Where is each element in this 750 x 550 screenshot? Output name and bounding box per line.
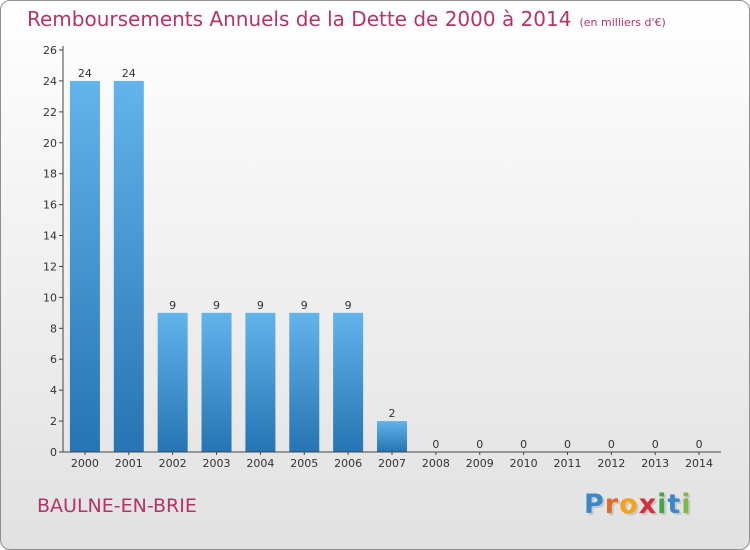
value-label-2005: 9 [301,299,308,312]
y-tick-label-24: 24 [43,75,57,88]
logo-letter-shadow: t [669,491,684,522]
bar-2005 [289,312,320,452]
unit-label: (en milliers d'€) [579,16,666,29]
x-tick-label-2011: 2011 [553,457,581,470]
y-tick-label-2: 2 [50,415,57,428]
value-label-2012: 0 [608,438,615,451]
value-label-2014: 0 [696,438,703,451]
y-tick-label-26: 26 [43,44,57,57]
logo-letter-shadow: x [640,491,660,522]
bar-2006 [333,312,364,452]
logo-letter: r [604,489,620,520]
y-tick-label-8: 8 [50,322,57,335]
value-label-2013: 0 [652,438,659,451]
bar-2007 [377,421,407,452]
y-tick-label-12: 12 [43,260,57,273]
y-tick-label-22: 22 [43,106,57,119]
logo-letter: i [681,489,692,520]
y-tick-label-4: 4 [50,384,57,397]
logo-letter: i [657,489,668,520]
value-label-2002: 9 [169,299,176,312]
x-tick-label-2007: 2007 [378,457,406,470]
value-label-2000: 24 [78,67,92,80]
y-tick-label-6: 6 [50,353,57,366]
x-tick-label-2008: 2008 [422,457,450,470]
value-label-2007: 2 [389,407,396,420]
logo-letter-shadow: i [659,491,670,522]
logo-letter: o [619,489,639,520]
chart-title: Remboursements Annuels de la Dette de 20… [27,7,666,31]
bar-2004 [245,312,276,452]
value-label-2010: 0 [520,438,527,451]
value-label-2011: 0 [564,438,571,451]
commune-name: BAULNE-EN-BRIE [37,495,197,517]
x-tick-label-2003: 2003 [203,457,231,470]
x-tick-label-2010: 2010 [510,457,538,470]
y-tick-label-14: 14 [43,230,57,243]
bar-2002 [157,312,188,452]
x-tick-label-2002: 2002 [159,457,187,470]
value-label-2008: 0 [432,438,439,451]
x-tick-label-2013: 2013 [641,457,669,470]
proxiti-logo: Proxiti Proxiti [584,489,694,522]
x-tick-label-2005: 2005 [290,457,318,470]
logo-letter-shadow: P [586,491,607,522]
logo-letter-shadow: o [621,491,641,522]
x-tick-label-2004: 2004 [246,457,274,470]
y-tick-label-18: 18 [43,168,57,181]
bar-2001 [113,80,144,452]
logo-letter-shadow: r [606,491,622,522]
value-label-2006: 9 [345,299,352,312]
x-tick-label-2000: 2000 [71,457,99,470]
y-tick-label-10: 10 [43,291,57,304]
x-tick-label-2014: 2014 [685,457,713,470]
y-tick-label-20: 20 [43,137,57,150]
x-tick-label-2009: 2009 [466,457,494,470]
x-tick-label-2001: 2001 [115,457,143,470]
x-tick-label-2012: 2012 [597,457,625,470]
value-label-2004: 9 [257,299,264,312]
value-label-2003: 9 [213,299,220,312]
y-tick-label-0: 0 [50,446,57,459]
logo-letter-shadow: i [683,491,694,522]
x-tick-label-2006: 2006 [334,457,362,470]
title-text: Remboursements Annuels de la Dette de 20… [27,7,572,31]
bar-2003 [201,312,232,452]
value-label-2001: 24 [122,67,136,80]
logo-letter: P [584,489,605,520]
value-label-2009: 0 [476,438,483,451]
y-tick-label-16: 16 [43,199,57,212]
logo-letter: t [667,489,682,520]
bar-2000 [69,80,100,452]
logo-letter: x [638,489,658,520]
